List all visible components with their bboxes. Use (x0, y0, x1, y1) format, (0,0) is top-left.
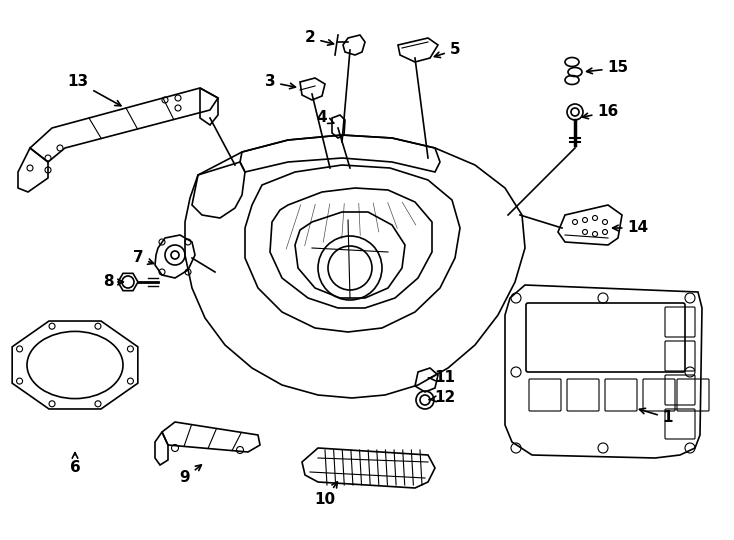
Text: 6: 6 (70, 453, 81, 476)
Text: 3: 3 (265, 75, 296, 90)
Text: 13: 13 (68, 75, 121, 106)
Text: 4: 4 (316, 111, 334, 125)
Text: 5: 5 (435, 43, 460, 58)
Text: 7: 7 (133, 251, 153, 266)
Text: 16: 16 (583, 105, 619, 119)
Text: 12: 12 (429, 390, 456, 406)
Text: 11: 11 (429, 370, 456, 386)
Text: 15: 15 (586, 60, 628, 76)
Text: 8: 8 (103, 274, 123, 289)
Text: 2: 2 (305, 30, 333, 45)
Text: 9: 9 (180, 465, 201, 485)
Text: 14: 14 (613, 220, 649, 235)
Text: 10: 10 (314, 482, 338, 508)
Text: 1: 1 (639, 408, 673, 426)
